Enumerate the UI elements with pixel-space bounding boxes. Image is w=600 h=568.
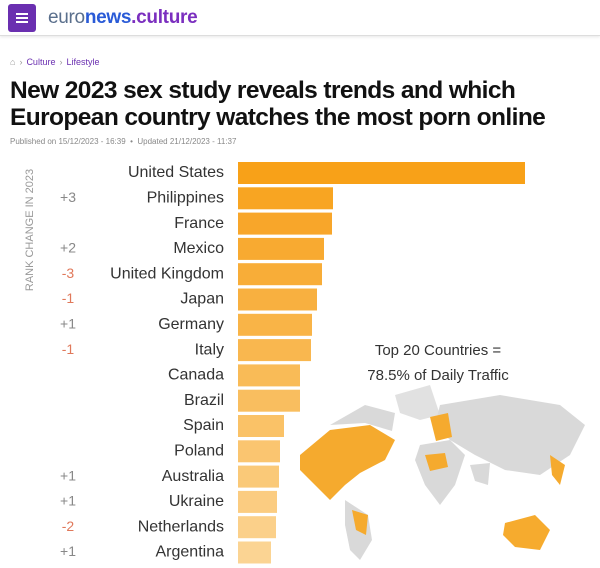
bar — [238, 288, 317, 311]
header: euronews.culture — [0, 0, 600, 36]
rank-change: +1 — [60, 316, 76, 332]
category-label: United Kingdom — [110, 265, 224, 282]
annotation: Top 20 Countries = — [375, 342, 502, 359]
category-label: Germany — [158, 316, 224, 333]
category-label: Netherlands — [138, 518, 224, 535]
rank-change: +2 — [60, 240, 76, 256]
category-label: Italy — [195, 341, 224, 358]
updated: Updated 21/12/2023 - 11:37 — [137, 137, 237, 146]
category-label: Mexico — [173, 240, 224, 257]
bar — [238, 364, 300, 387]
category-label: Argentina — [156, 544, 225, 561]
bar — [238, 389, 300, 412]
breadcrumb-link[interactable]: Culture — [26, 57, 56, 67]
rank-change: -2 — [62, 518, 75, 534]
rank-change: -1 — [62, 341, 75, 357]
bar — [238, 212, 332, 235]
rank-change: +3 — [60, 189, 76, 205]
category-label: Ukraine — [169, 493, 224, 510]
category-label: Poland — [174, 443, 224, 460]
bar — [238, 541, 271, 564]
bar — [238, 415, 284, 437]
logo-part: .culture — [131, 7, 198, 28]
rank-change: +1 — [60, 467, 76, 483]
bar — [238, 465, 279, 488]
category-label: Australia — [162, 468, 224, 485]
bar — [238, 162, 525, 184]
breadcrumb-link[interactable]: Lifestyle — [66, 57, 100, 67]
bar — [238, 339, 311, 362]
category-label: Japan — [180, 291, 224, 308]
category-label: Brazil — [184, 392, 224, 409]
rank-change: -1 — [62, 290, 75, 306]
category-label: Canada — [168, 367, 224, 384]
logo-part: euro — [48, 7, 85, 28]
bar — [238, 490, 277, 513]
article-title: New 2023 sex study reveals trends and wh… — [10, 77, 546, 131]
logo[interactable]: euronews.culture — [48, 7, 198, 29]
home-icon[interactable]: ⌂ — [10, 57, 16, 67]
bar — [238, 440, 280, 463]
rank-change: +1 — [60, 493, 76, 509]
rank-change: +1 — [60, 543, 76, 559]
bar — [238, 187, 333, 210]
bar — [238, 263, 322, 286]
world-map — [300, 385, 585, 560]
article-meta: Published on 15/12/2023 - 16:39 • Update… — [10, 137, 237, 146]
category-label: France — [174, 215, 224, 232]
rank-change: -3 — [62, 265, 75, 281]
category-label: Philippines — [147, 190, 224, 207]
logo-part: news — [84, 7, 132, 28]
menu-button[interactable] — [8, 4, 36, 32]
annotation: 78.5% of Daily Traffic — [367, 367, 509, 384]
bar — [238, 313, 312, 336]
y-axis-label: RANK CHANGE IN 2023 — [24, 169, 36, 291]
published: Published on 15/12/2023 - 16:39 — [10, 137, 126, 146]
bar — [238, 516, 276, 539]
category-label: Spain — [183, 417, 224, 434]
chart: RANK CHANGE IN 2023 United States Philippi… — [24, 162, 585, 564]
category-label: United States — [128, 164, 224, 181]
bar — [238, 237, 324, 260]
breadcrumb: ⌂ › Culture › Lifestyle — [10, 57, 100, 67]
